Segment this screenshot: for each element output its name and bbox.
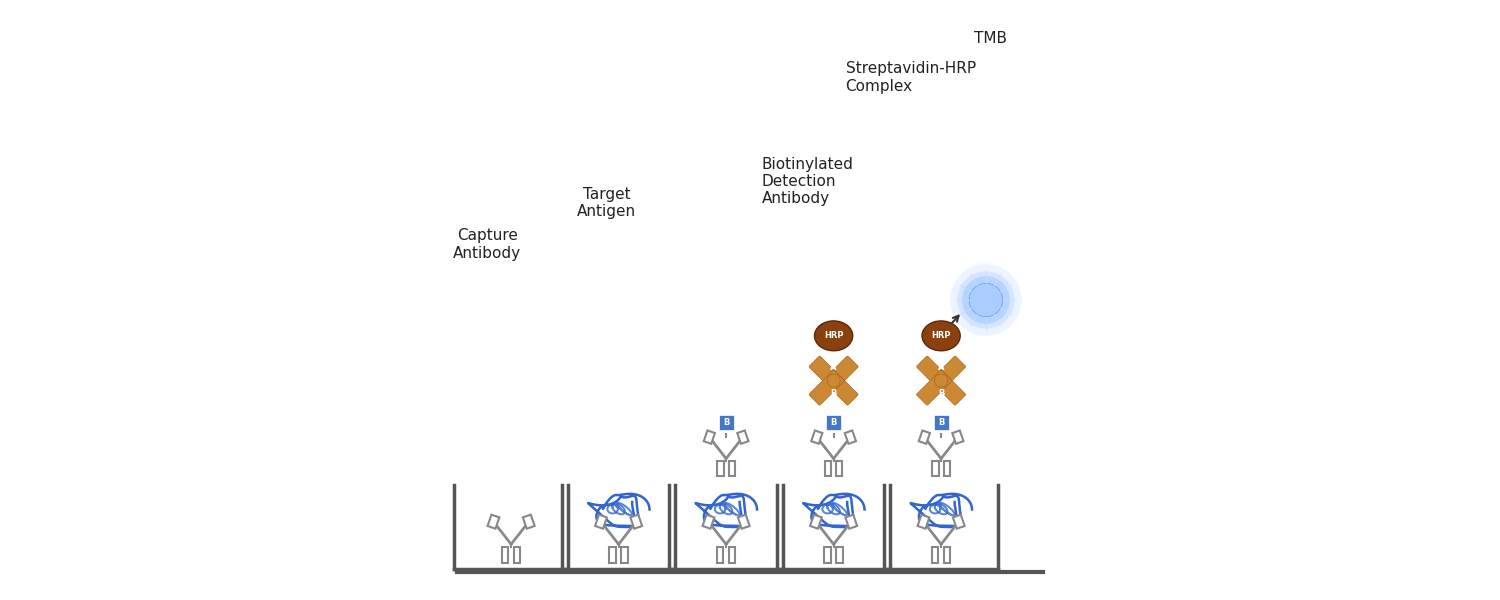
FancyBboxPatch shape: [930, 370, 966, 405]
Text: Target
Antigen: Target Antigen: [578, 187, 636, 219]
Circle shape: [957, 271, 1014, 329]
Bar: [918, 430, 930, 444]
FancyBboxPatch shape: [824, 370, 858, 405]
Bar: [812, 430, 822, 444]
FancyBboxPatch shape: [824, 356, 858, 391]
Bar: [702, 515, 714, 529]
FancyBboxPatch shape: [717, 461, 723, 476]
Circle shape: [934, 374, 948, 387]
FancyBboxPatch shape: [808, 370, 844, 405]
Bar: [596, 515, 608, 529]
Bar: [918, 515, 930, 529]
Text: A: A: [938, 363, 945, 372]
Bar: [630, 515, 642, 529]
FancyBboxPatch shape: [932, 547, 939, 563]
FancyBboxPatch shape: [729, 547, 735, 563]
FancyBboxPatch shape: [916, 356, 951, 391]
Text: TMB: TMB: [974, 31, 1006, 46]
Bar: [810, 515, 822, 529]
Circle shape: [962, 276, 1010, 324]
FancyBboxPatch shape: [717, 547, 723, 563]
FancyBboxPatch shape: [609, 547, 616, 563]
Ellipse shape: [815, 321, 852, 351]
Circle shape: [969, 283, 1002, 317]
FancyBboxPatch shape: [836, 461, 843, 476]
Circle shape: [950, 264, 1022, 336]
Bar: [952, 515, 964, 529]
Bar: [524, 515, 534, 529]
FancyBboxPatch shape: [514, 547, 520, 563]
FancyBboxPatch shape: [503, 547, 509, 563]
FancyBboxPatch shape: [944, 461, 950, 476]
Circle shape: [827, 374, 840, 387]
Text: Biotinylated
Detection
Antibody: Biotinylated Detection Antibody: [762, 157, 853, 206]
Text: B: B: [723, 418, 729, 427]
FancyBboxPatch shape: [729, 461, 735, 476]
Ellipse shape: [922, 321, 960, 351]
FancyBboxPatch shape: [837, 547, 843, 563]
FancyBboxPatch shape: [944, 547, 951, 563]
FancyBboxPatch shape: [825, 461, 831, 476]
FancyBboxPatch shape: [825, 547, 831, 563]
Text: A: A: [831, 363, 837, 372]
Bar: [738, 515, 750, 529]
Text: B: B: [831, 418, 837, 427]
Text: HRP: HRP: [824, 331, 843, 340]
Bar: [738, 430, 748, 444]
Text: Streptavidin-HRP
Complex: Streptavidin-HRP Complex: [846, 61, 975, 94]
Bar: [846, 515, 856, 529]
Bar: [844, 430, 856, 444]
Text: B: B: [831, 389, 837, 398]
Text: B: B: [938, 418, 945, 427]
FancyBboxPatch shape: [916, 370, 951, 405]
FancyBboxPatch shape: [930, 356, 966, 391]
Circle shape: [969, 283, 1002, 317]
Bar: [704, 430, 716, 444]
Bar: [488, 515, 500, 529]
FancyBboxPatch shape: [808, 356, 844, 391]
Bar: [952, 430, 963, 444]
Text: Capture
Antibody: Capture Antibody: [453, 229, 522, 261]
Text: HRP: HRP: [932, 331, 951, 340]
Text: B: B: [938, 389, 945, 398]
FancyBboxPatch shape: [933, 461, 939, 476]
FancyBboxPatch shape: [621, 547, 628, 563]
